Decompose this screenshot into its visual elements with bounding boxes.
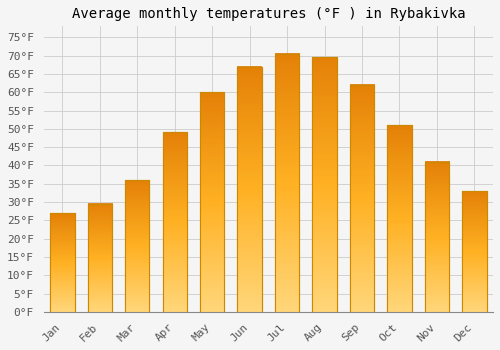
Bar [125, 180, 150, 312]
Bar [238, 66, 262, 312]
Bar [88, 204, 112, 312]
Bar [162, 133, 187, 312]
Bar [388, 125, 411, 312]
Title: Average monthly temperatures (°F ) in Rybakivka: Average monthly temperatures (°F ) in Ry… [72, 7, 465, 21]
Bar [88, 204, 112, 312]
Bar [462, 191, 486, 312]
Bar [312, 57, 336, 312]
Bar [388, 125, 411, 312]
Bar [200, 92, 224, 312]
Bar [462, 191, 486, 312]
Bar [275, 54, 299, 312]
Bar [350, 85, 374, 312]
Bar [238, 66, 262, 312]
Bar [312, 57, 336, 312]
Bar [350, 85, 374, 312]
Bar [125, 180, 150, 312]
Bar [200, 92, 224, 312]
Bar [275, 54, 299, 312]
Bar [424, 162, 449, 312]
Bar [50, 213, 74, 312]
Bar [162, 133, 187, 312]
Bar [424, 162, 449, 312]
Bar [50, 213, 74, 312]
